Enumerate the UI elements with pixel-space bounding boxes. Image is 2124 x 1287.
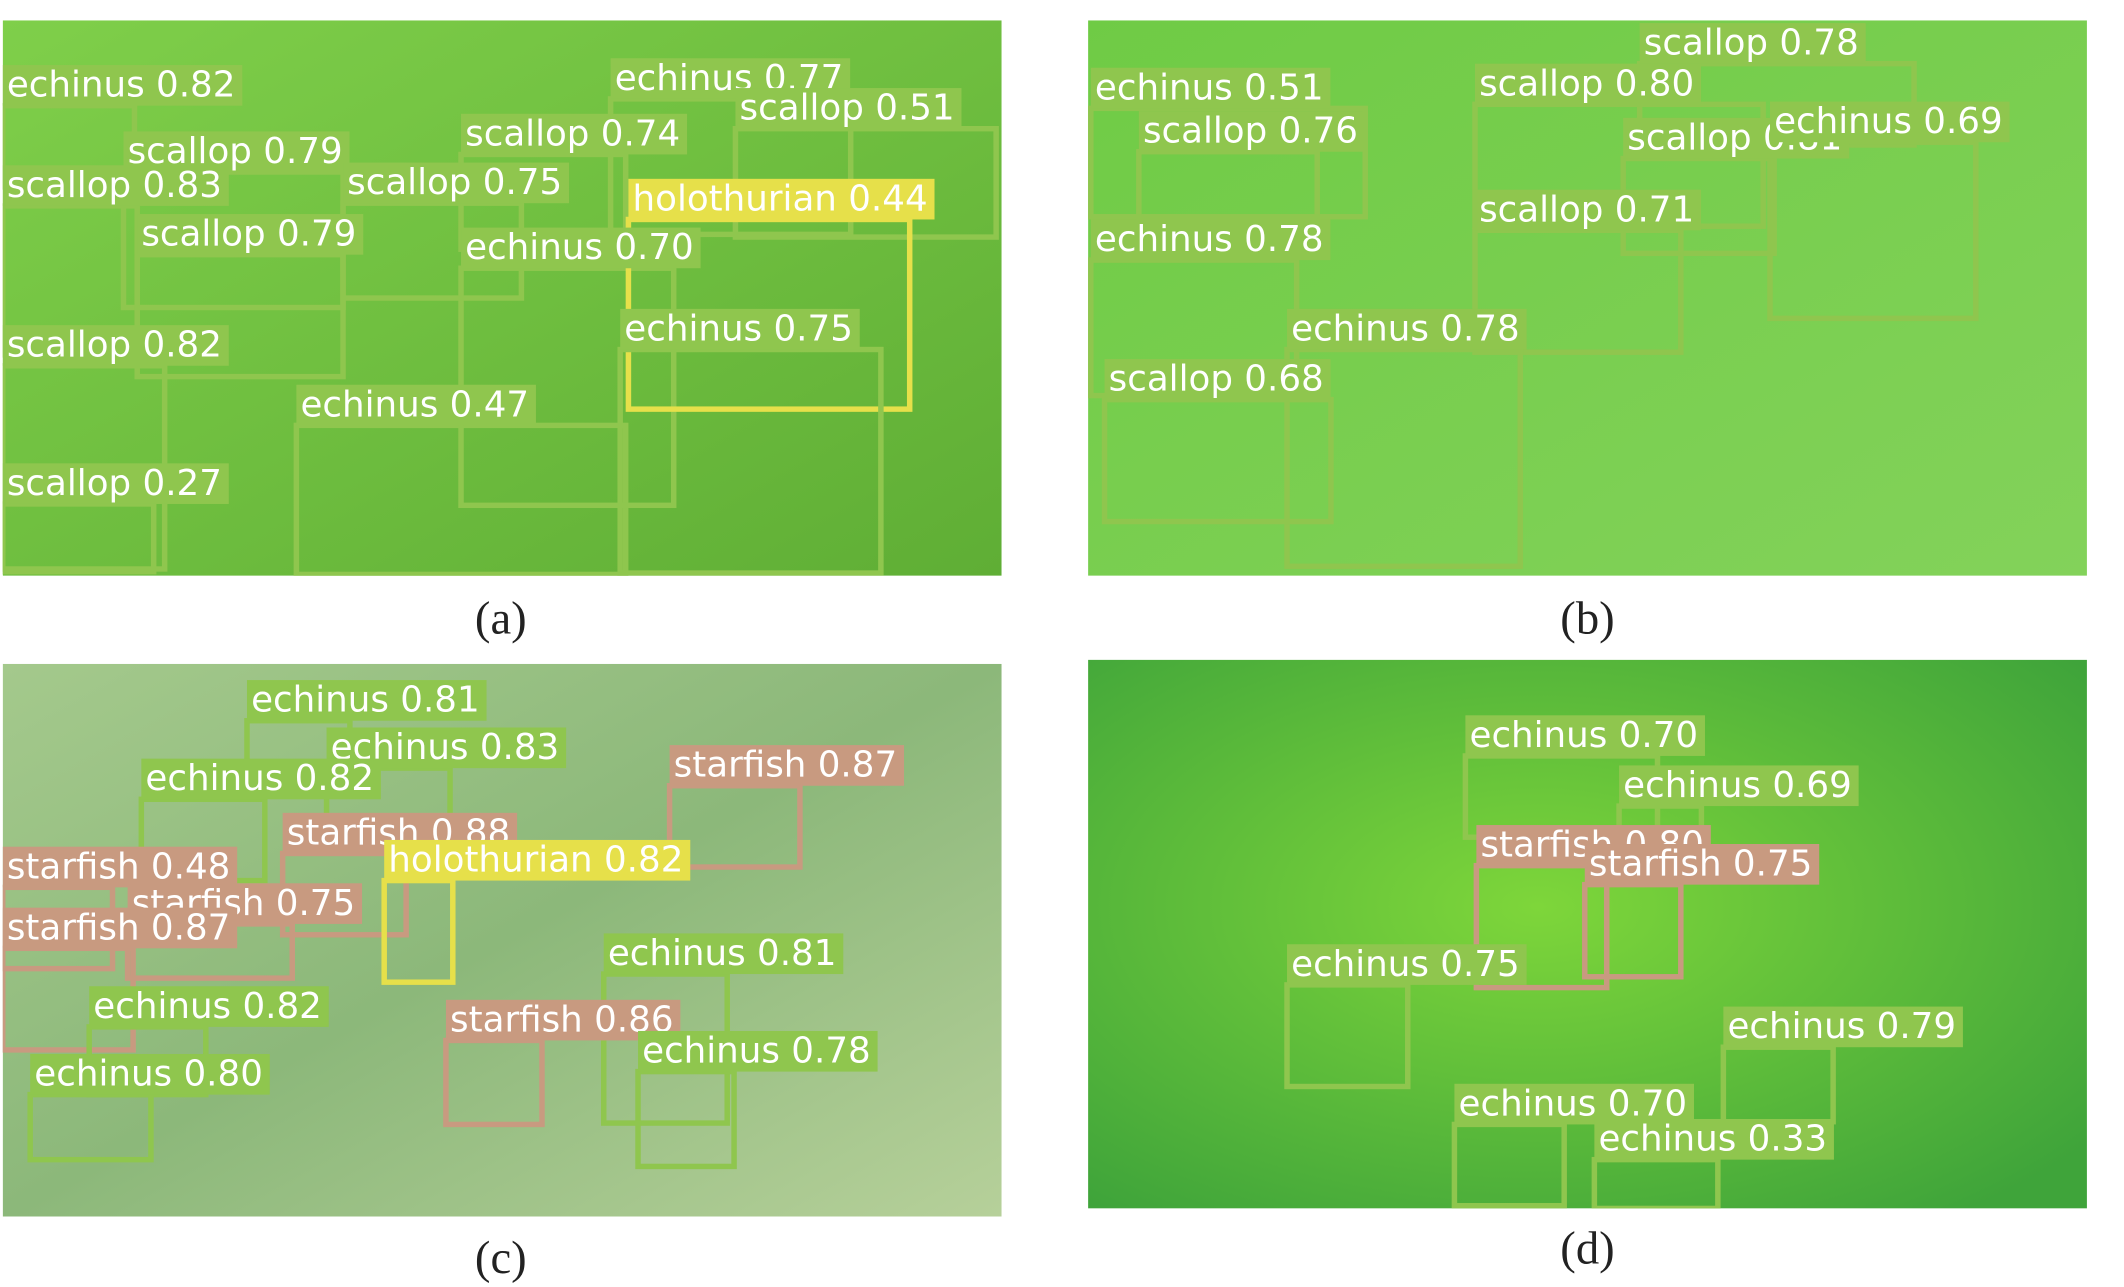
label-background [1090,67,1331,109]
detection-label: scallop 0.68 [1109,359,1324,400]
detection-label: scallop 0.75 [347,162,562,203]
label-background [2,165,229,206]
detection-label: scallop 0.51 [740,88,955,129]
label-background [2,846,238,888]
label-background [2,65,243,106]
label-background [246,680,487,721]
detection-label: echinus 0.78 [642,1031,871,1072]
detection-label: echinus 0.69 [1623,765,1852,806]
label-background [735,88,962,129]
detection-label: holothurian 0.44 [633,179,928,220]
detection-label: echinus 0.75 [1291,944,1520,985]
label-background [89,986,329,1027]
label-background [1475,189,1702,231]
label-background [1723,1006,1963,1048]
detection-label: echinus 0.82 [7,65,236,106]
label-background [1104,359,1331,400]
label-background [1138,111,1365,152]
bounding-box [1591,1156,1721,1209]
label-background [1584,844,1820,885]
detection-label: echinus 0.70 [1459,1084,1688,1125]
detection-label: echinus 0.70 [1470,715,1699,756]
label-background [296,384,536,426]
label-background [343,162,570,204]
detection-label: starfish 0.87 [674,745,897,786]
detection-label: echinus 0.33 [1598,1119,1827,1160]
label-background [1465,715,1705,756]
detection-label: echinus 0.81 [251,680,480,721]
label-background [137,214,364,255]
detection-label: echinus 0.69 [1774,101,2003,142]
detection-label: scallop 0.79 [141,214,356,255]
detection-label: echinus 0.82 [93,986,322,1027]
label-background [1619,765,1859,807]
detection-label: scallop 0.76 [1143,111,1358,152]
detection-label: scallop 0.78 [1644,23,1859,64]
detection-label: scallop 0.27 [7,463,222,504]
label-background [2,463,229,504]
panel-caption: (d) [1560,1224,1614,1275]
detection-label: scallop 0.82 [7,325,222,366]
bounding-box [1767,139,1979,322]
detection-label: echinus 0.51 [1095,68,1324,109]
label-background [603,933,844,975]
label-background [620,308,860,350]
label-background [2,907,238,949]
detection-label: starfish 0.48 [7,847,230,888]
label-background [461,227,701,269]
detection-label: starfish 0.86 [450,1000,673,1041]
label-background [2,325,229,366]
detection-label: starfish 0.75 [1589,844,1812,885]
label-background [1287,308,1527,350]
label-background [1454,1083,1694,1125]
label-background [1090,219,1331,261]
detection-label: echinus 0.75 [624,309,853,350]
detection-label: echinus 0.47 [300,385,529,426]
detection-label: echinus 0.78 [1291,309,1520,350]
label-background [669,745,905,786]
detection-label: echinus 0.82 [145,758,374,799]
label-background [1475,63,1702,105]
label-background [1594,1119,1834,1160]
detection-label: echinus 0.70 [465,227,694,268]
label-background [461,113,688,155]
panel-caption: (b) [1560,594,1614,645]
label-background [30,1053,270,1095]
detection-label: echinus 0.80 [34,1054,263,1095]
detection-label: scallop 0.79 [128,131,343,172]
detection-label: scallop 0.83 [7,165,222,206]
label-background [638,1030,878,1072]
label-background [1639,23,1866,64]
panel-caption: (a) [475,594,527,645]
detection-label: scallop 0.80 [1479,63,1694,104]
label-background [1770,101,2010,143]
detection-label: echinus 0.81 [608,933,837,974]
detection-label: echinus 0.79 [1727,1006,1956,1047]
detection-label: echinus 0.78 [1095,219,1324,260]
detection-label: scallop 0.74 [465,114,680,155]
label-background [628,178,935,220]
label-background [1287,944,1527,985]
detection-label: holothurian 0.82 [388,840,683,881]
label-background [141,758,381,800]
detection-label: scallop 0.71 [1479,189,1694,230]
label-background [384,839,691,881]
panel-caption: (c) [475,1233,527,1284]
detection-label: starfish 0.87 [7,907,230,948]
